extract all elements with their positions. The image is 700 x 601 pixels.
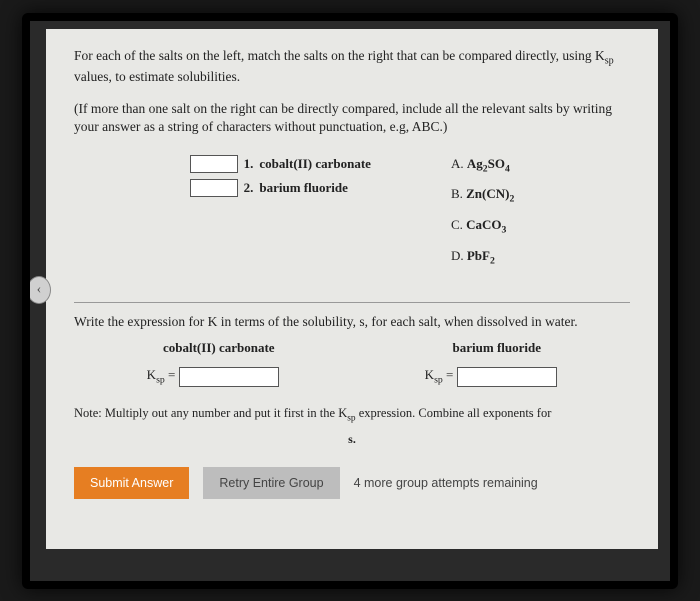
- ksp-header-2: barium fluoride: [453, 339, 541, 357]
- formula-sub: 2: [490, 255, 495, 266]
- ksp-field-1: Ksp =: [147, 366, 280, 387]
- formula-sub: 3: [502, 225, 507, 236]
- match-input-1[interactable]: [190, 155, 238, 173]
- intro-p1-a: For each of the salts on the left, match…: [74, 48, 605, 63]
- formula-sub: 4: [505, 163, 510, 174]
- divider: [74, 302, 630, 303]
- matching-area: 1. cobalt(II) carbonate 2. barium fluori…: [74, 155, 630, 272]
- note-sub: sp: [347, 414, 355, 424]
- opt-letter: B.: [451, 186, 463, 201]
- option-a: A. Ag2SO4: [451, 155, 514, 176]
- formula-part: PbF: [467, 248, 490, 263]
- opt-letter: A.: [451, 156, 464, 171]
- formula-part: Zn(CN): [466, 186, 509, 201]
- retry-button[interactable]: Retry Entire Group: [203, 467, 339, 499]
- match-label: barium fluoride: [259, 179, 347, 197]
- note-line-1: Note: Multiply out any number and put it…: [74, 405, 630, 425]
- ksp-section: Write the expression for K in terms of t…: [74, 313, 630, 500]
- prev-chevron[interactable]: ‹: [27, 276, 51, 304]
- chevron-left-icon: ‹: [37, 282, 42, 298]
- formula-part: CaCO: [466, 217, 501, 232]
- button-row: Submit Answer Retry Entire Group 4 more …: [74, 467, 630, 499]
- intro-p1-b: values, to estimate solubilities.: [74, 69, 240, 84]
- match-row: 2. barium fluoride: [190, 179, 371, 197]
- match-num: 2.: [244, 179, 254, 197]
- app-frame: ‹ For each of the salts on the left, mat…: [22, 13, 678, 589]
- intro-text: For each of the salts on the left, match…: [74, 47, 630, 87]
- ksp-header-1: cobalt(II) carbonate: [163, 339, 275, 357]
- ksp-label-a: K: [147, 367, 156, 382]
- ksp-field-2: Ksp =: [425, 366, 558, 387]
- ksp-inputs-row: Ksp = Ksp =: [74, 366, 630, 387]
- note-b: expression. Combine all exponents for: [356, 406, 552, 420]
- attempts-remaining: 4 more group attempts remaining: [354, 475, 538, 492]
- ksp-prompt: Write the expression for K in terms of t…: [74, 313, 630, 331]
- match-input-2[interactable]: [190, 179, 238, 197]
- intro-p1-sub: sp: [605, 55, 614, 66]
- right-column: A. Ag2SO4 B. Zn(CN)2 C. CaCO3 D. PbF2: [451, 155, 514, 272]
- intro-p2: (If more than one salt on the right can …: [74, 100, 630, 136]
- ksp-headers: cobalt(II) carbonate barium fluoride: [74, 339, 630, 357]
- ksp-label-a: K: [425, 367, 434, 382]
- option-d: D. PbF2: [451, 247, 514, 268]
- match-label: cobalt(II) carbonate: [259, 155, 371, 173]
- formula-sub: 2: [509, 194, 514, 205]
- formula-part: SO: [488, 156, 505, 171]
- note-line-2: s.: [74, 431, 630, 447]
- ksp-label-sub: sp: [156, 375, 165, 386]
- question-page: For each of the salts on the left, match…: [46, 29, 658, 549]
- ksp-label-b: =: [165, 367, 176, 382]
- left-column: 1. cobalt(II) carbonate 2. barium fluori…: [190, 155, 371, 272]
- option-c: C. CaCO3: [451, 216, 514, 237]
- ksp-input-2[interactable]: [457, 367, 557, 387]
- opt-letter: C.: [451, 217, 463, 232]
- ksp-label-sub: sp: [434, 375, 443, 386]
- formula-part: Ag: [467, 156, 483, 171]
- submit-button[interactable]: Submit Answer: [74, 467, 189, 499]
- note-a: Note: Multiply out any number and put it…: [74, 406, 347, 420]
- opt-letter: D.: [451, 248, 464, 263]
- ksp-input-1[interactable]: [179, 367, 279, 387]
- match-num: 1.: [244, 155, 254, 173]
- match-row: 1. cobalt(II) carbonate: [190, 155, 371, 173]
- ksp-label-b: =: [443, 367, 454, 382]
- option-b: B. Zn(CN)2: [451, 185, 514, 206]
